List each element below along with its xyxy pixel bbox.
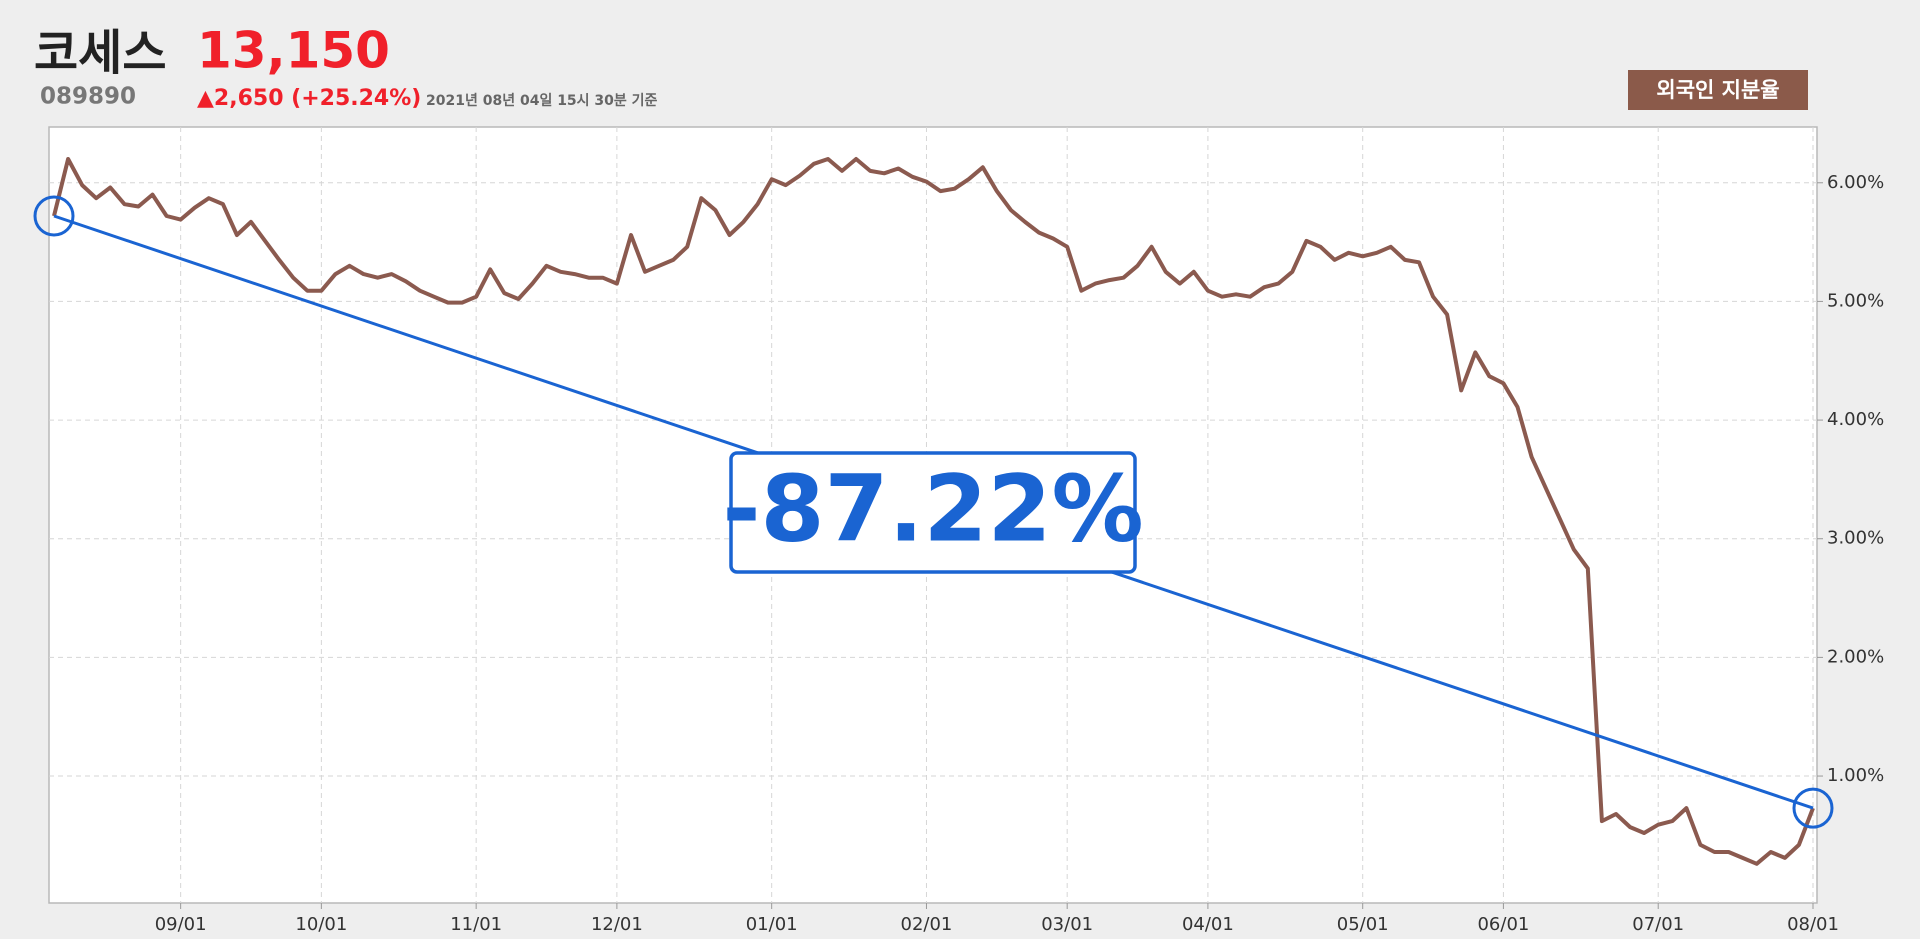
- badge: 외국인 지분율: [1656, 78, 1779, 102]
- annotation: -87.22%: [722, 455, 1143, 562]
- price-change: ▲2,650 (+25.24%): [197, 86, 421, 111]
- stock-code: 089890: [40, 84, 136, 110]
- y-tick-label: 1.00%: [1827, 765, 1884, 786]
- annotation-box: [729, 451, 1137, 574]
- x-tick-label: 10/01: [295, 914, 347, 935]
- x-tick-label: 07/01: [1632, 914, 1684, 935]
- x-tick-label: 04/01: [1182, 914, 1234, 935]
- y-tick-label: 5.00%: [1827, 290, 1884, 311]
- x-tick-label: 03/01: [1041, 914, 1093, 935]
- y-tick-label: 3.00%: [1827, 528, 1884, 549]
- x-tick-label: 05/01: [1337, 914, 1389, 935]
- y-tick-label: 2.00%: [1827, 646, 1884, 667]
- end-marker: [1792, 787, 1834, 829]
- x-tick-label: 02/01: [901, 914, 953, 935]
- x-tick-label: 12/01: [591, 914, 643, 935]
- y-tick-label: 4.00%: [1827, 409, 1884, 430]
- timestamp: 2021년 08년 04일 15시 30분 기준: [426, 93, 658, 109]
- start-marker: [33, 195, 75, 237]
- price: 13,150: [197, 22, 390, 80]
- x-tick-label: 01/01: [746, 914, 798, 935]
- x-tick-label: 09/01: [155, 914, 207, 935]
- x-tick-label: 08/01: [1787, 914, 1839, 935]
- y-tick-label: 6.00%: [1827, 172, 1884, 193]
- badge-bg: [1628, 70, 1808, 110]
- stock-name: 코세스: [34, 25, 166, 81]
- data-line: [52, 157, 1815, 866]
- x-tick-label: 11/01: [450, 914, 502, 935]
- x-tick-label: 06/01: [1477, 914, 1529, 935]
